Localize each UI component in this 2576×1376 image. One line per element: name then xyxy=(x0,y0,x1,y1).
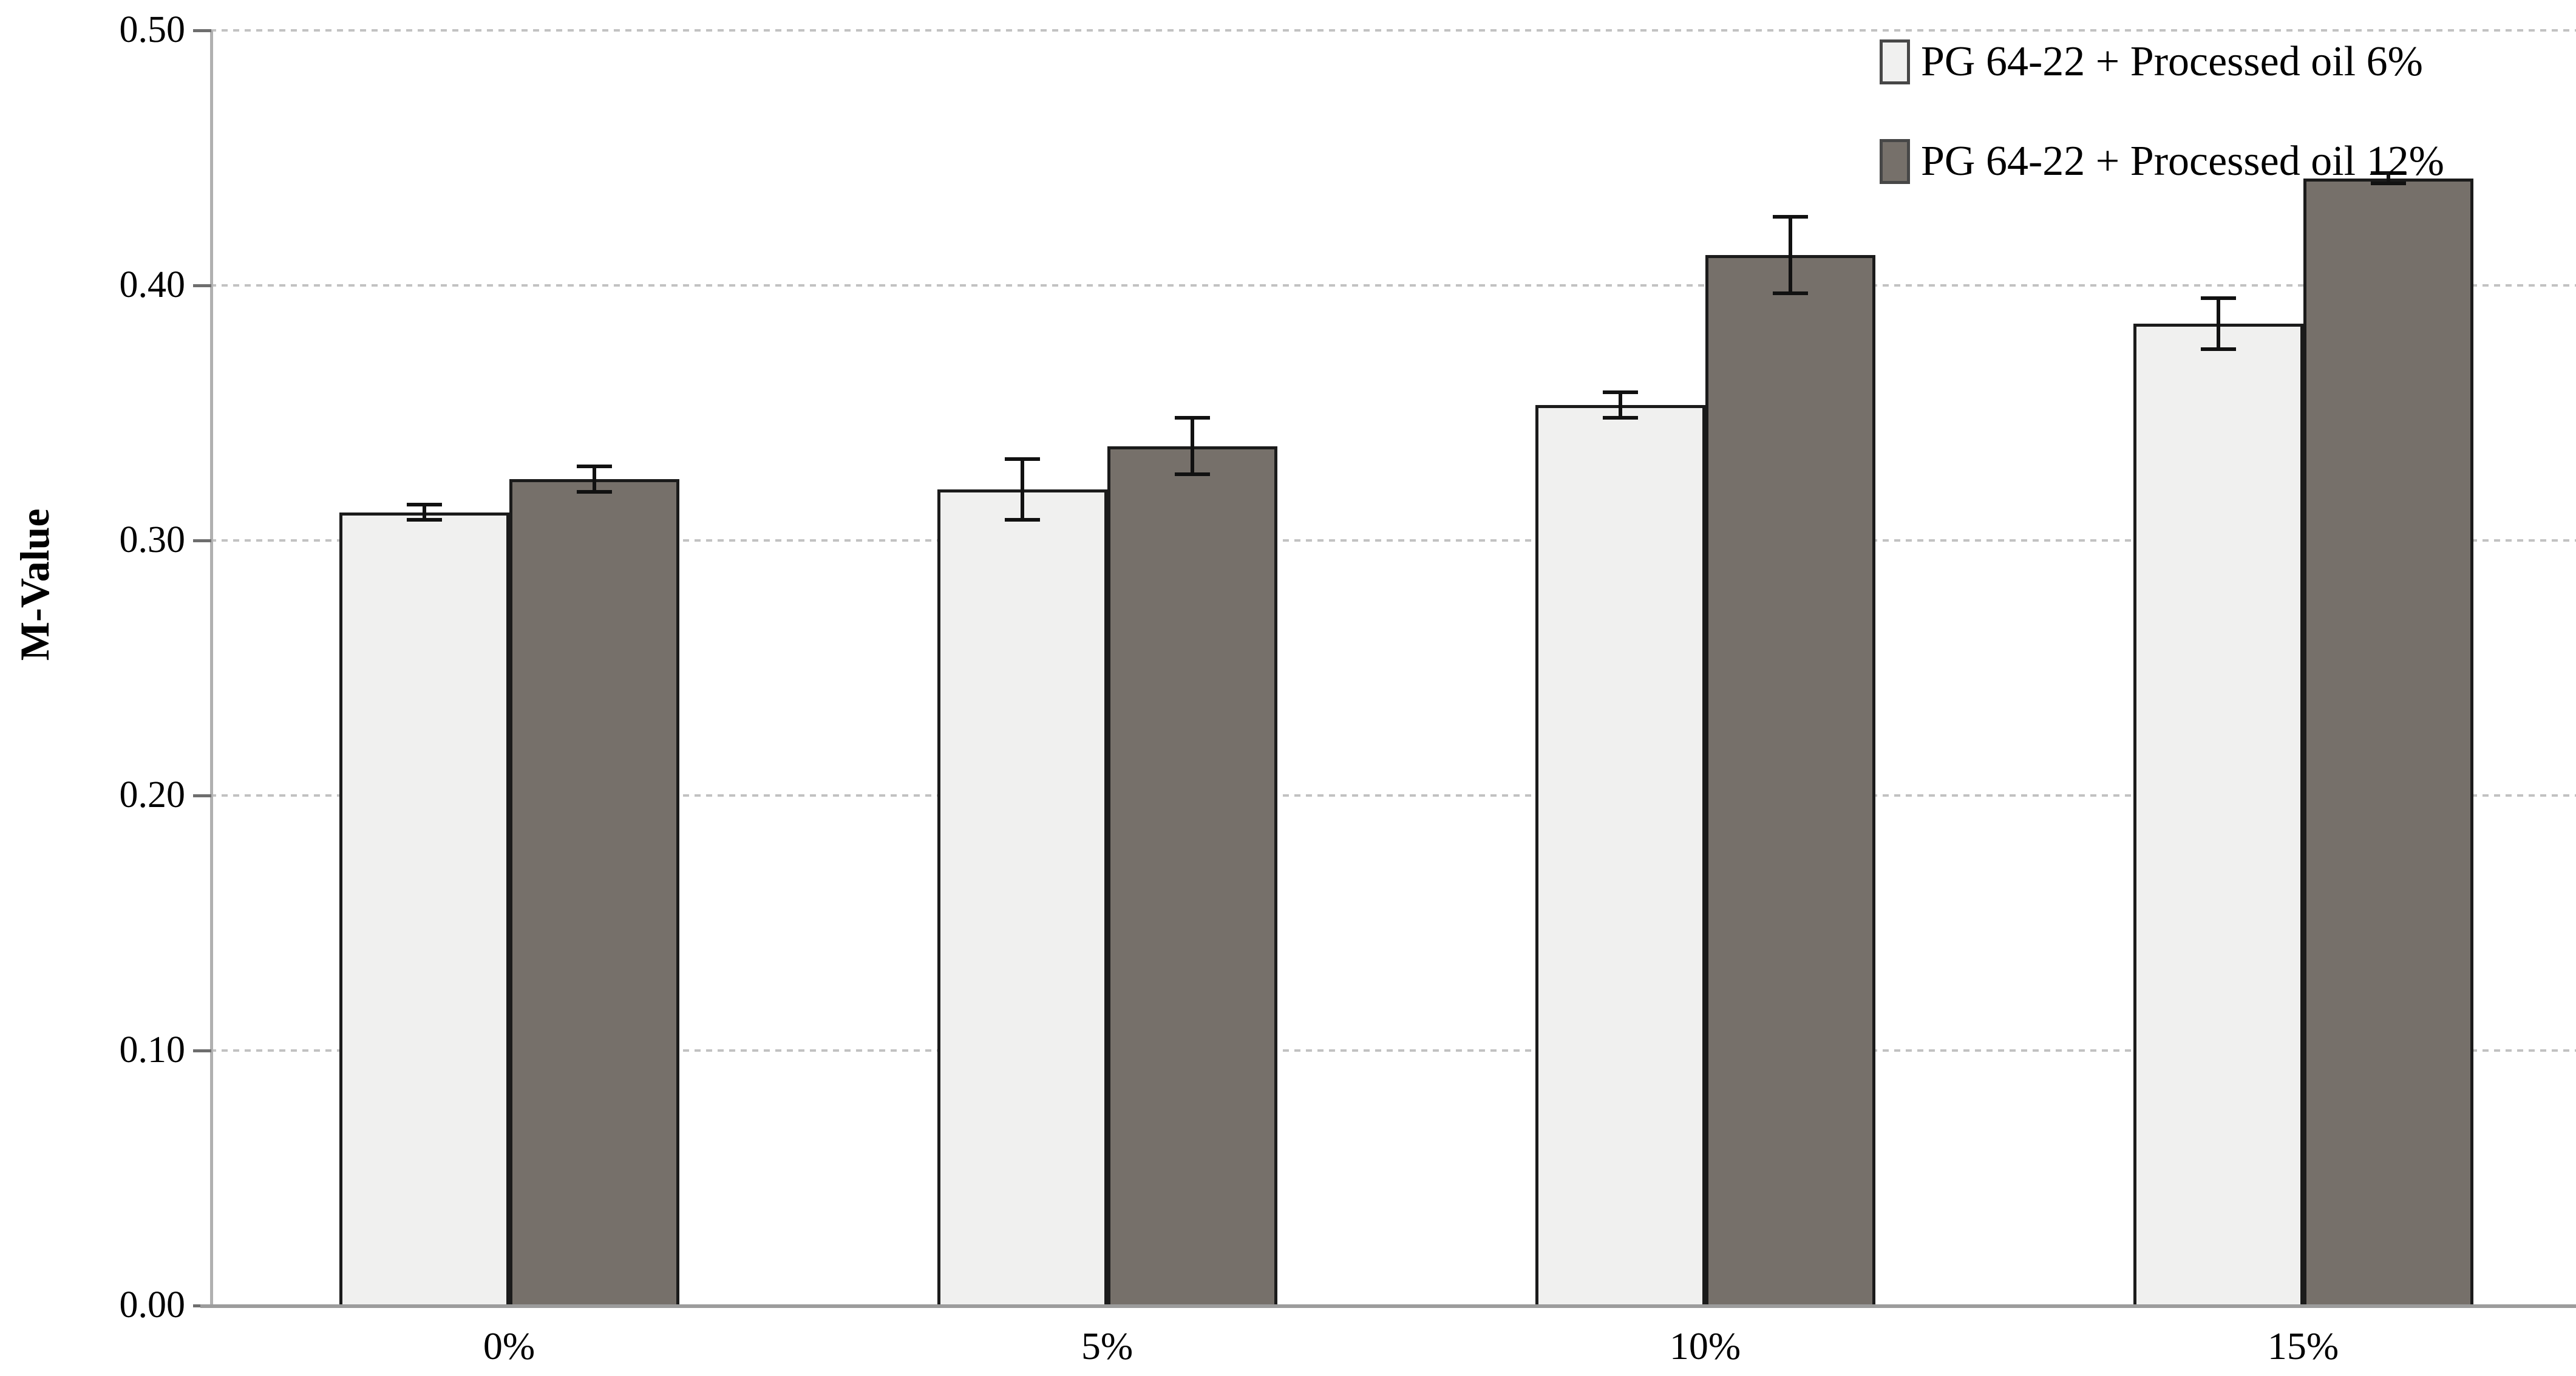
legend: PG 64-22 + Processed oil 6% PG 64-22 + Pr… xyxy=(1880,39,2444,185)
errorbar-series2-10pct xyxy=(1788,216,1792,293)
errorbar-series2-0pct xyxy=(592,466,596,492)
y-axis-tick xyxy=(193,539,211,542)
errorbar-series2-15pct-cap xyxy=(2370,182,2406,185)
bar-series2-0pct xyxy=(509,479,679,1307)
errorbar-series1-15pct-cap xyxy=(2200,296,2236,300)
errorbar-series1-5pct xyxy=(1020,458,1024,520)
bar-series1-15pct xyxy=(2133,324,2303,1307)
gridline xyxy=(210,1049,2576,1052)
x-tick-label: 0% xyxy=(483,1324,535,1367)
legend-label: PG 64-22 + Processed oil 6% xyxy=(1921,38,2423,85)
errorbar-series1-0pct xyxy=(422,505,426,520)
gridline xyxy=(210,794,2576,797)
x-tick-label: 15% xyxy=(2267,1324,2339,1367)
errorbar-series1-0pct-cap xyxy=(406,518,442,522)
y-tick-label: 0.10 xyxy=(119,1029,186,1071)
y-axis-line xyxy=(210,30,213,1306)
errorbar-series2-10pct-cap xyxy=(1772,291,1808,295)
y-tick-label: 0.30 xyxy=(119,519,186,560)
gridline xyxy=(210,539,2576,542)
y-tick-label: 0.50 xyxy=(119,9,186,50)
errorbar-series1-10pct-cap xyxy=(1602,390,1638,395)
y-axis-tick xyxy=(193,29,211,32)
y-tick-label: 0.00 xyxy=(119,1284,186,1326)
y-axis-tick xyxy=(193,794,211,797)
legend-label: PG 64-22 + Processed oil 12% xyxy=(1921,138,2444,185)
bar-series2-10pct xyxy=(1705,254,1875,1307)
gridline xyxy=(210,284,2576,287)
errorbar-series2-5pct-cap xyxy=(1174,416,1210,420)
bar-series1-10pct xyxy=(1535,405,1705,1307)
errorbar-series1-10pct-cap xyxy=(1602,416,1638,420)
x-tick-label: 5% xyxy=(1081,1324,1133,1367)
errorbar-series2-15pct-cap xyxy=(2370,171,2406,175)
errorbar-series2-0pct-cap xyxy=(576,490,612,494)
x-tick-label: 10% xyxy=(1669,1324,1741,1367)
y-axis-tick xyxy=(193,1049,211,1052)
gridline xyxy=(210,29,2576,32)
errorbar-series2-10pct-cap xyxy=(1772,214,1808,219)
errorbar-series1-10pct xyxy=(1618,392,1622,418)
errorbar-series2-15pct xyxy=(2386,173,2390,183)
bar-series2-15pct xyxy=(2303,178,2473,1307)
errorbar-series1-0pct-cap xyxy=(406,503,442,507)
legend-swatch-series2 xyxy=(1880,139,1910,184)
legend-item: PG 64-22 + Processed oil 6% xyxy=(1880,39,2444,85)
bar-series2-5pct xyxy=(1107,446,1277,1307)
bar-series1-5pct xyxy=(937,489,1107,1307)
y-tick-label: 0.40 xyxy=(119,264,186,305)
errorbar-series1-5pct-cap xyxy=(1004,457,1040,461)
legend-item: PG 64-22 + Processed oil 12% xyxy=(1880,138,2444,185)
errorbar-series2-5pct-cap xyxy=(1174,472,1210,476)
x-axis-line xyxy=(200,1304,2576,1308)
errorbar-series1-5pct-cap xyxy=(1004,518,1040,522)
legend-swatch-series1 xyxy=(1880,39,1910,84)
errorbar-series1-15pct-cap xyxy=(2200,347,2236,351)
errorbar-series1-15pct xyxy=(2216,298,2220,349)
errorbar-series2-0pct-cap xyxy=(576,465,612,469)
errorbar-series2-5pct xyxy=(1190,418,1194,474)
y-tick-label: 0.20 xyxy=(119,774,186,816)
bar-series1-0pct xyxy=(339,512,509,1307)
y-axis-tick xyxy=(193,284,211,287)
